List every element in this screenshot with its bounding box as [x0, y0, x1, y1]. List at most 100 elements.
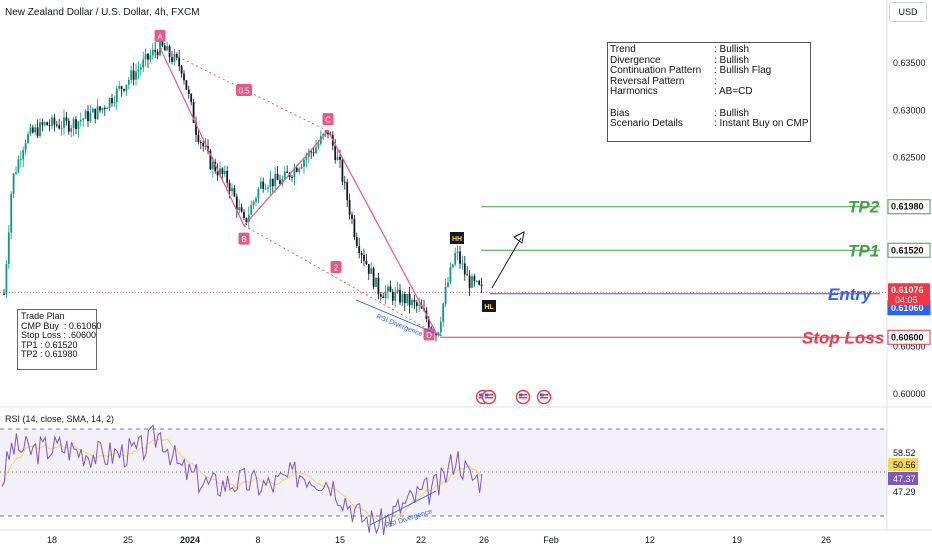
- candle-body: [127, 80, 130, 85]
- candle-body: [43, 122, 46, 125]
- candle-body: [178, 57, 181, 67]
- candle-body: [473, 276, 476, 282]
- candle-body: [82, 118, 85, 121]
- time-tick-label: 25: [123, 535, 133, 545]
- candle-body: [10, 193, 13, 233]
- rsi-divergence-line: [369, 490, 437, 526]
- info-value: : Bullish: [714, 54, 750, 66]
- candle-body: [370, 268, 373, 274]
- candle-body: [399, 289, 401, 303]
- candle-body: [15, 172, 17, 174]
- candle-body: [113, 102, 116, 104]
- candle-body: [375, 277, 377, 287]
- time-axis[interactable]: 18 25 2024 8 15 22 26 Feb 12 19 26: [47, 535, 831, 545]
- trade-plan-line: Trade Plan: [21, 311, 65, 321]
- candle-body: [279, 180, 281, 185]
- candle-body: [365, 260, 368, 265]
- candle-body: [367, 264, 370, 274]
- candle-body: [466, 274, 469, 276]
- pattern-point-marker: [322, 113, 334, 126]
- candle-body: [209, 150, 212, 169]
- candle-body: [72, 119, 75, 129]
- candle-body: [312, 152, 315, 154]
- candle-body: [315, 147, 317, 154]
- candle-body: [286, 171, 289, 174]
- ratio-marker: [236, 84, 252, 96]
- flag-stripe: [485, 397, 493, 399]
- candle-body: [283, 171, 286, 179]
- candle-body: [5, 263, 8, 294]
- candle-body: [24, 142, 27, 151]
- candle-body: [310, 151, 313, 153]
- candle-body: [360, 253, 363, 256]
- candle-body: [199, 142, 202, 144]
- candle-body: [202, 142, 205, 147]
- candle-body: [413, 299, 416, 303]
- time-tick-label: 18: [47, 535, 57, 545]
- candle-body: [185, 80, 188, 90]
- level-tag: [887, 329, 931, 345]
- candle-body: [175, 54, 178, 58]
- candle-body: [99, 106, 101, 111]
- candle-body: [159, 38, 161, 56]
- price-tick-label: 0.60500: [893, 342, 926, 352]
- candle-body: [195, 122, 197, 135]
- flag-stripe: [485, 394, 493, 396]
- candle-body: [235, 196, 238, 211]
- candle-body: [427, 318, 430, 328]
- candle-body: [132, 70, 135, 80]
- candle-body: [190, 93, 193, 103]
- trade-plan-line: TP1 : 0.61520: [21, 339, 78, 350]
- candle-body: [351, 214, 353, 219]
- candle-body: [269, 178, 272, 188]
- flag-stripe: [519, 397, 527, 399]
- price-tick-label: 0.62500: [893, 153, 926, 163]
- level-tag-label: 0.61980: [891, 202, 924, 212]
- candle-body: [454, 253, 457, 265]
- candle-body: [403, 294, 406, 304]
- candle-body: [451, 264, 454, 268]
- candle-body: [226, 170, 229, 183]
- flag-canton: [485, 393, 489, 397]
- candle-body: [60, 127, 63, 129]
- candle-body: [418, 304, 421, 306]
- candle-body: [233, 188, 236, 197]
- candle-body: [46, 122, 49, 126]
- currency-button[interactable]: USD: [889, 2, 927, 22]
- candle-body: [281, 178, 284, 185]
- price-axis[interactable]: 0.60000 0.60500 0.62500 0.63000 0.63500: [893, 58, 926, 399]
- candle-body: [192, 102, 195, 123]
- candle-body: [89, 112, 92, 122]
- candle-body: [406, 294, 409, 304]
- candle-body: [3, 293, 5, 295]
- trade-plan-line: TP2 : 0.61980: [21, 349, 78, 360]
- candle-body: [187, 89, 190, 94]
- candle-body: [120, 86, 123, 90]
- candle-body: [250, 205, 253, 215]
- candle-body: [41, 122, 44, 125]
- pattern-point-marker: [154, 29, 166, 42]
- candle-body: [103, 107, 106, 110]
- candle-body: [341, 159, 344, 182]
- candle-body: [161, 38, 164, 46]
- candle-body: [166, 46, 169, 51]
- rsi-title: RSI (14, close, SMA, 14, 2): [5, 414, 115, 424]
- info-key: Reversal Pattern: [610, 75, 685, 87]
- candle-body: [396, 289, 399, 293]
- ratio-label: 2: [334, 264, 339, 273]
- candle-body: [255, 198, 257, 202]
- pattern-point-label: A: [157, 32, 163, 41]
- candle-body: [12, 173, 15, 194]
- candle-body: [339, 156, 341, 160]
- info-value: : Instant Buy on CMP: [714, 118, 809, 130]
- candle-body: [437, 332, 440, 336]
- candle-body: [228, 182, 231, 192]
- info-key: Bias: [610, 107, 630, 119]
- economic-events[interactable]: [475, 389, 552, 405]
- candle-body: [456, 251, 459, 254]
- candle-body: [216, 171, 219, 176]
- candle-body: [163, 45, 166, 51]
- candle-body: [204, 146, 207, 148]
- candle-body: [346, 182, 349, 201]
- candle-body: [219, 168, 221, 176]
